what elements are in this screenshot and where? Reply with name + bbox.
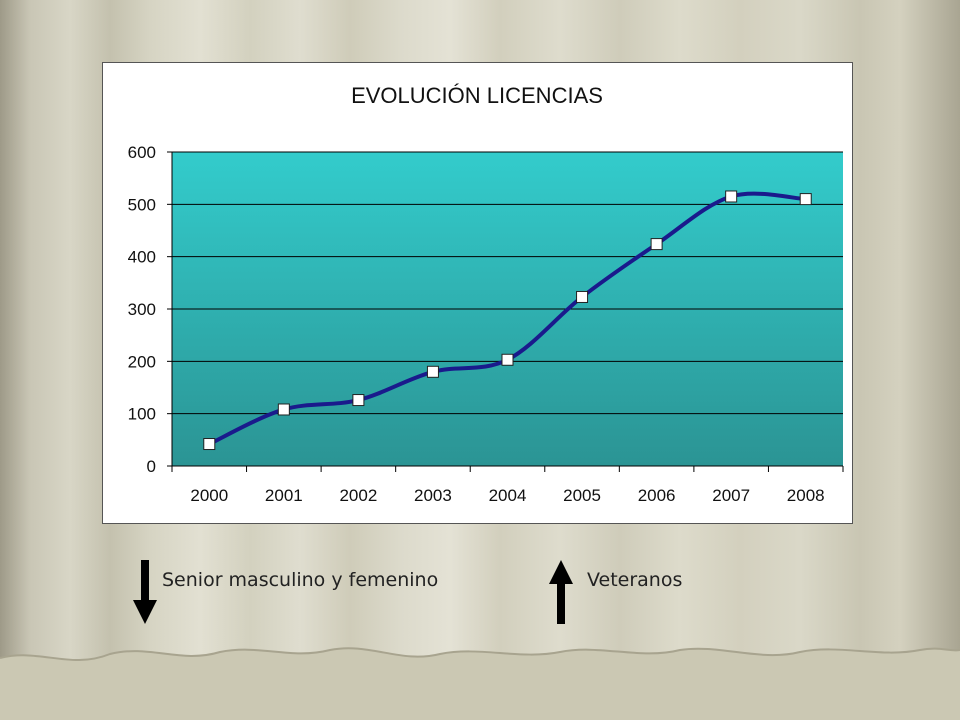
x-tick-label: 2003 — [414, 486, 452, 505]
y-tick-label: 600 — [128, 143, 156, 162]
x-tick-label: 2000 — [190, 486, 228, 505]
data-point-marker — [352, 394, 365, 407]
data-point-marker — [501, 353, 514, 366]
arrow-up-icon — [549, 560, 573, 624]
y-tick-label: 0 — [147, 457, 156, 476]
line-chart: EVOLUCIÓN LICENCIAS 0100200300400500600 … — [128, 83, 844, 505]
data-point-marker — [203, 438, 216, 451]
chart-panel: EVOLUCIÓN LICENCIAS 0 100 200 300 400 500 600 … — [102, 62, 853, 524]
x-tick-label: 2002 — [339, 486, 377, 505]
y-tick-label: 400 — [128, 248, 156, 267]
x-tick-labels: 2000 2001 2002 2003 2004 2005 2006 2007 2008 — [190, 486, 824, 505]
up-arrow-label: Veteranos — [587, 569, 683, 591]
down-arrow-label: Senior masculino y femenino — [162, 569, 439, 591]
y-tick-label: 300 — [128, 300, 156, 319]
data-point-marker — [725, 190, 738, 203]
data-point-marker — [277, 403, 290, 416]
x-tick-label: 2004 — [489, 486, 527, 505]
arrow-down-icon — [133, 560, 157, 624]
y-tick-labels: 0 100 200 300 400 500 600 — [128, 143, 156, 476]
chart-title: EVOLUCIÓN LICENCIAS — [351, 83, 603, 108]
y-tick-label: 500 — [128, 195, 156, 214]
y-tick-label: 100 — [128, 405, 156, 424]
data-point-marker — [650, 238, 663, 251]
x-tick-label: 2007 — [712, 486, 750, 505]
data-point-marker — [426, 365, 439, 378]
axes — [167, 151, 844, 472]
y-tick-label: 200 — [128, 352, 156, 371]
x-tick-label: 2005 — [563, 486, 601, 505]
drape-bottom-edge — [0, 647, 960, 720]
series-markers — [203, 190, 812, 451]
data-point-marker — [799, 193, 812, 206]
x-tick-label: 2008 — [787, 486, 825, 505]
data-point-marker — [576, 290, 589, 303]
x-tick-label: 2001 — [265, 486, 303, 505]
x-tick-label: 2006 — [638, 486, 676, 505]
